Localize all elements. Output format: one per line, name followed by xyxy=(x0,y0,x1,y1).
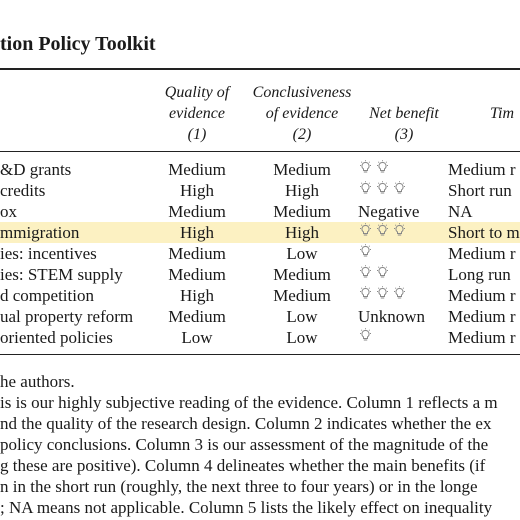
note-line: g these are positive). Column 4 delineat… xyxy=(0,456,486,475)
row-label: oriented policies xyxy=(0,328,113,347)
note-line: ; NA means not applicable. Column 5 list… xyxy=(0,498,493,517)
header-cell: (3) xyxy=(394,126,414,143)
cell: High xyxy=(285,223,319,242)
header-cell: Tim xyxy=(490,105,515,122)
bulb-icon xyxy=(358,159,373,180)
net-benefit-icons xyxy=(358,159,390,180)
header-rule xyxy=(0,151,520,152)
row-label: mmigration xyxy=(0,223,80,242)
bulb-icon xyxy=(375,159,390,180)
note-line: nd the quality of the research design. C… xyxy=(0,414,492,433)
bulb-icon xyxy=(375,285,390,306)
cell: Medium xyxy=(273,265,331,284)
note-line: policy conclusions. Column 3 is our asse… xyxy=(0,435,489,454)
row-label: ual property reform xyxy=(0,307,134,326)
bulb-icon xyxy=(358,264,373,285)
cell: Medium xyxy=(168,265,226,284)
net-benefit-icons xyxy=(358,180,407,201)
row-label: ox xyxy=(0,202,17,221)
row-label: credits xyxy=(0,181,46,200)
bulb-icon xyxy=(358,327,373,348)
net-benefit-icons xyxy=(358,264,390,285)
title: tion Policy Toolkit xyxy=(0,33,156,55)
cell: Medium r xyxy=(448,244,516,263)
cell: Low xyxy=(286,328,318,347)
cell: High xyxy=(285,181,319,200)
bulb-icon xyxy=(358,222,373,243)
net-benefit-icons xyxy=(358,327,373,348)
cell: High xyxy=(180,223,214,242)
row-label: ies: STEM supply xyxy=(0,265,123,284)
cell: Medium xyxy=(168,160,226,179)
cell: Low xyxy=(286,244,318,263)
header-cell: Net benefit xyxy=(369,105,439,122)
top-rule xyxy=(0,68,520,70)
bulb-icon xyxy=(375,180,390,201)
cell: Medium xyxy=(168,202,226,221)
bulb-icon xyxy=(375,264,390,285)
header-cell: Conclusiveness xyxy=(252,84,352,101)
bulb-icon xyxy=(392,222,407,243)
cell: Medium xyxy=(168,307,226,326)
row-label: &D grants xyxy=(0,160,72,179)
cell: Medium r xyxy=(448,286,516,305)
cell: Negative xyxy=(358,202,420,221)
header-cell: (1) xyxy=(187,126,207,143)
net-benefit-icons xyxy=(358,243,373,264)
cell: Medium xyxy=(273,202,331,221)
cell: Medium r xyxy=(448,328,516,347)
bottom-rule xyxy=(0,354,520,355)
cell: High xyxy=(180,181,214,200)
cell: Short to m xyxy=(448,223,520,242)
header-cell: (2) xyxy=(292,126,312,143)
cell: Low xyxy=(181,328,213,347)
bulb-icon xyxy=(375,222,390,243)
row-label: d competition xyxy=(0,286,94,305)
header-cell: evidence xyxy=(169,105,225,122)
note-line: n in the short run (roughly, the next th… xyxy=(0,477,478,496)
net-benefit-icons xyxy=(358,222,407,243)
bulb-icon xyxy=(358,285,373,306)
net-benefit-icons xyxy=(358,285,407,306)
note-line: is is our highly subjective reading of t… xyxy=(0,393,498,412)
bulb-icon xyxy=(358,243,373,264)
header-cell: of evidence xyxy=(265,105,339,122)
cell: Long run xyxy=(448,265,511,284)
cell: Medium xyxy=(273,160,331,179)
cell: High xyxy=(180,286,214,305)
cell: Medium xyxy=(168,244,226,263)
cell: Low xyxy=(286,307,318,326)
cell: Medium xyxy=(273,286,331,305)
bulb-icon xyxy=(358,180,373,201)
header-cell: Quality of xyxy=(164,84,230,101)
bulb-icon xyxy=(392,285,407,306)
cell: Medium r xyxy=(448,307,516,326)
highlight xyxy=(0,222,520,243)
source-note: he authors. xyxy=(0,372,75,391)
cell: NA xyxy=(448,202,473,221)
row-label: ies: incentives xyxy=(0,244,97,263)
cell: Short run xyxy=(448,181,512,200)
bulb-icon xyxy=(392,180,407,201)
cell: Unknown xyxy=(358,307,426,326)
cell: Medium r xyxy=(448,160,516,179)
